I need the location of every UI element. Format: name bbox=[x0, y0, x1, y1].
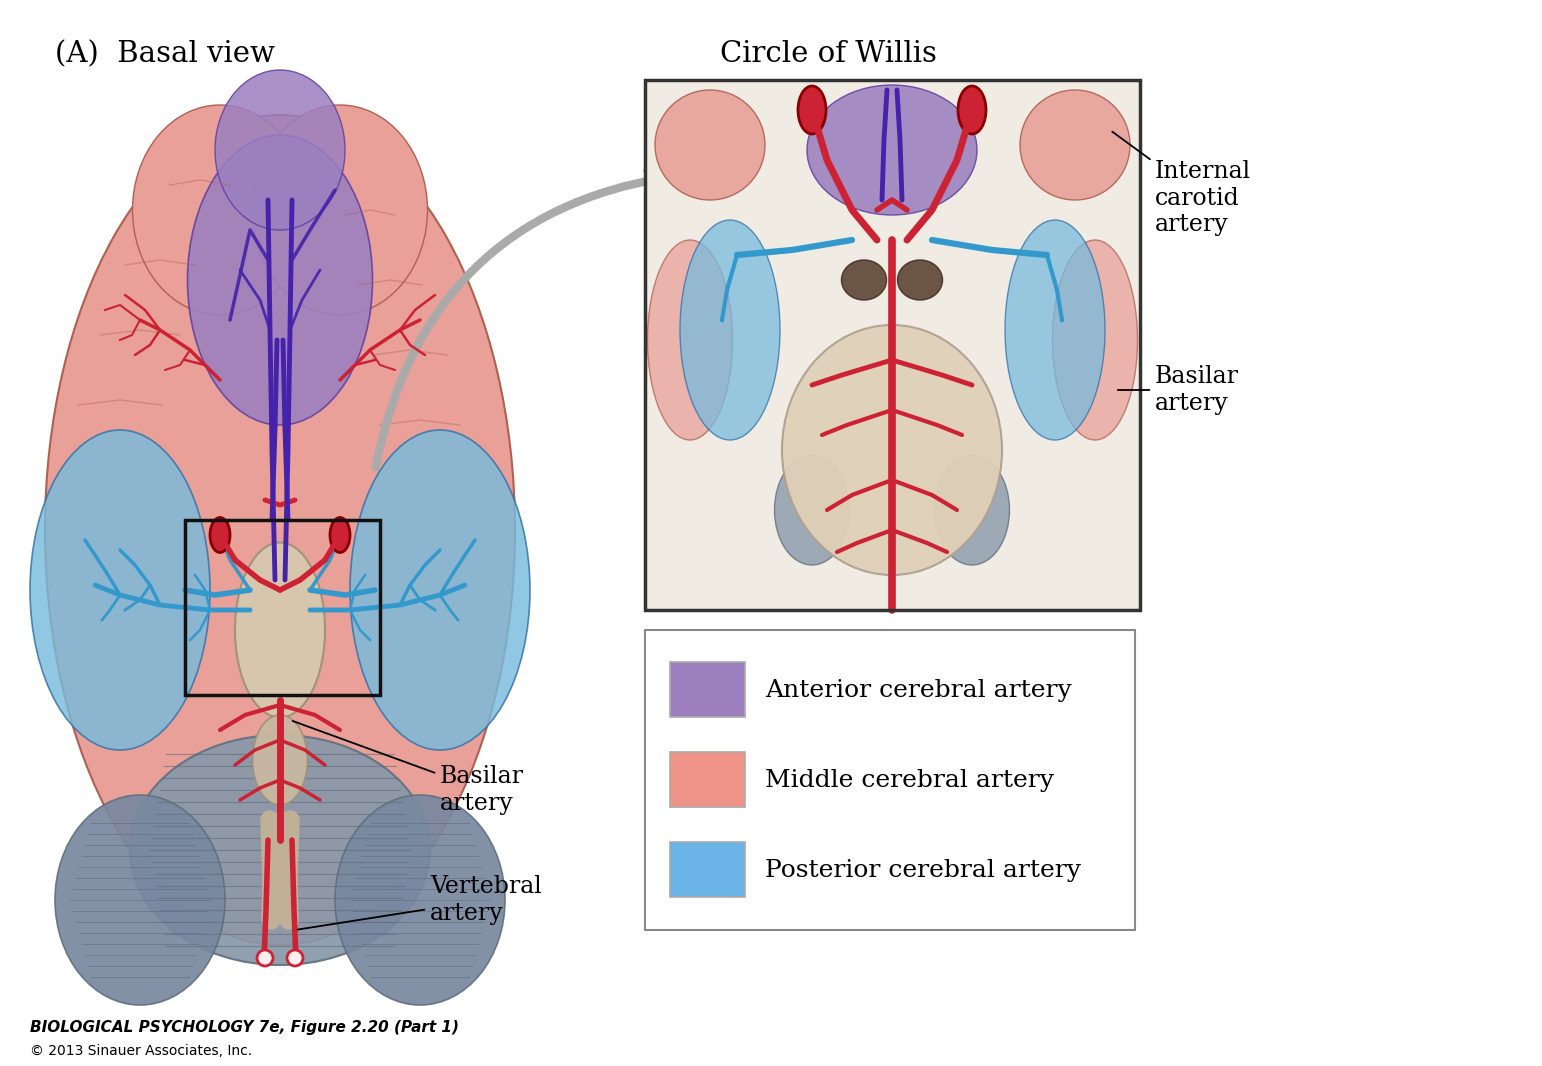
Text: BIOLOGICAL PSYCHOLOGY 7e, Figure 2.20 (Part 1): BIOLOGICAL PSYCHOLOGY 7e, Figure 2.20 (P… bbox=[29, 1020, 460, 1035]
Ellipse shape bbox=[1053, 240, 1138, 440]
Text: Basilar
artery: Basilar artery bbox=[1118, 366, 1240, 415]
Bar bbox=[671, 842, 745, 897]
Ellipse shape bbox=[214, 70, 345, 230]
Ellipse shape bbox=[335, 795, 504, 1005]
Bar bbox=[645, 80, 1140, 610]
Ellipse shape bbox=[958, 86, 985, 134]
Ellipse shape bbox=[934, 455, 1010, 565]
Bar bbox=[671, 752, 745, 807]
Ellipse shape bbox=[648, 240, 732, 440]
Ellipse shape bbox=[799, 86, 827, 134]
Text: © 2013 Sinauer Associates, Inc.: © 2013 Sinauer Associates, Inc. bbox=[29, 1044, 253, 1057]
Bar bbox=[645, 630, 1135, 930]
Bar bbox=[671, 662, 745, 717]
Ellipse shape bbox=[45, 115, 515, 944]
Text: Vertebral
artery: Vertebral artery bbox=[298, 875, 541, 930]
Ellipse shape bbox=[1005, 220, 1106, 440]
Ellipse shape bbox=[188, 135, 373, 425]
Ellipse shape bbox=[842, 260, 887, 300]
Ellipse shape bbox=[234, 543, 325, 717]
Text: Middle cerebral artery: Middle cerebral artery bbox=[765, 769, 1055, 791]
Ellipse shape bbox=[806, 85, 978, 215]
Ellipse shape bbox=[56, 795, 225, 1005]
Ellipse shape bbox=[210, 517, 230, 552]
Circle shape bbox=[258, 950, 273, 966]
Text: Internal
carotid
artery: Internal carotid artery bbox=[1112, 131, 1251, 237]
Text: Circle of Willis: Circle of Willis bbox=[720, 41, 938, 68]
Ellipse shape bbox=[680, 220, 780, 440]
Ellipse shape bbox=[774, 455, 850, 565]
Ellipse shape bbox=[897, 260, 942, 300]
Ellipse shape bbox=[1019, 90, 1130, 200]
Ellipse shape bbox=[253, 104, 427, 314]
Ellipse shape bbox=[29, 430, 210, 750]
Ellipse shape bbox=[253, 715, 307, 805]
Bar bbox=[645, 80, 1140, 610]
Text: Basilar
artery: Basilar artery bbox=[293, 721, 524, 814]
Text: Anterior cerebral artery: Anterior cerebral artery bbox=[765, 678, 1072, 701]
Circle shape bbox=[287, 950, 302, 966]
Text: (A)  Basal view: (A) Basal view bbox=[56, 41, 274, 68]
Ellipse shape bbox=[782, 325, 1002, 575]
Ellipse shape bbox=[350, 430, 530, 750]
Ellipse shape bbox=[133, 104, 307, 314]
Ellipse shape bbox=[655, 90, 765, 200]
Ellipse shape bbox=[130, 734, 430, 965]
Bar bbox=[185, 520, 379, 695]
Text: Posterior cerebral artery: Posterior cerebral artery bbox=[765, 858, 1081, 882]
Ellipse shape bbox=[330, 517, 350, 552]
